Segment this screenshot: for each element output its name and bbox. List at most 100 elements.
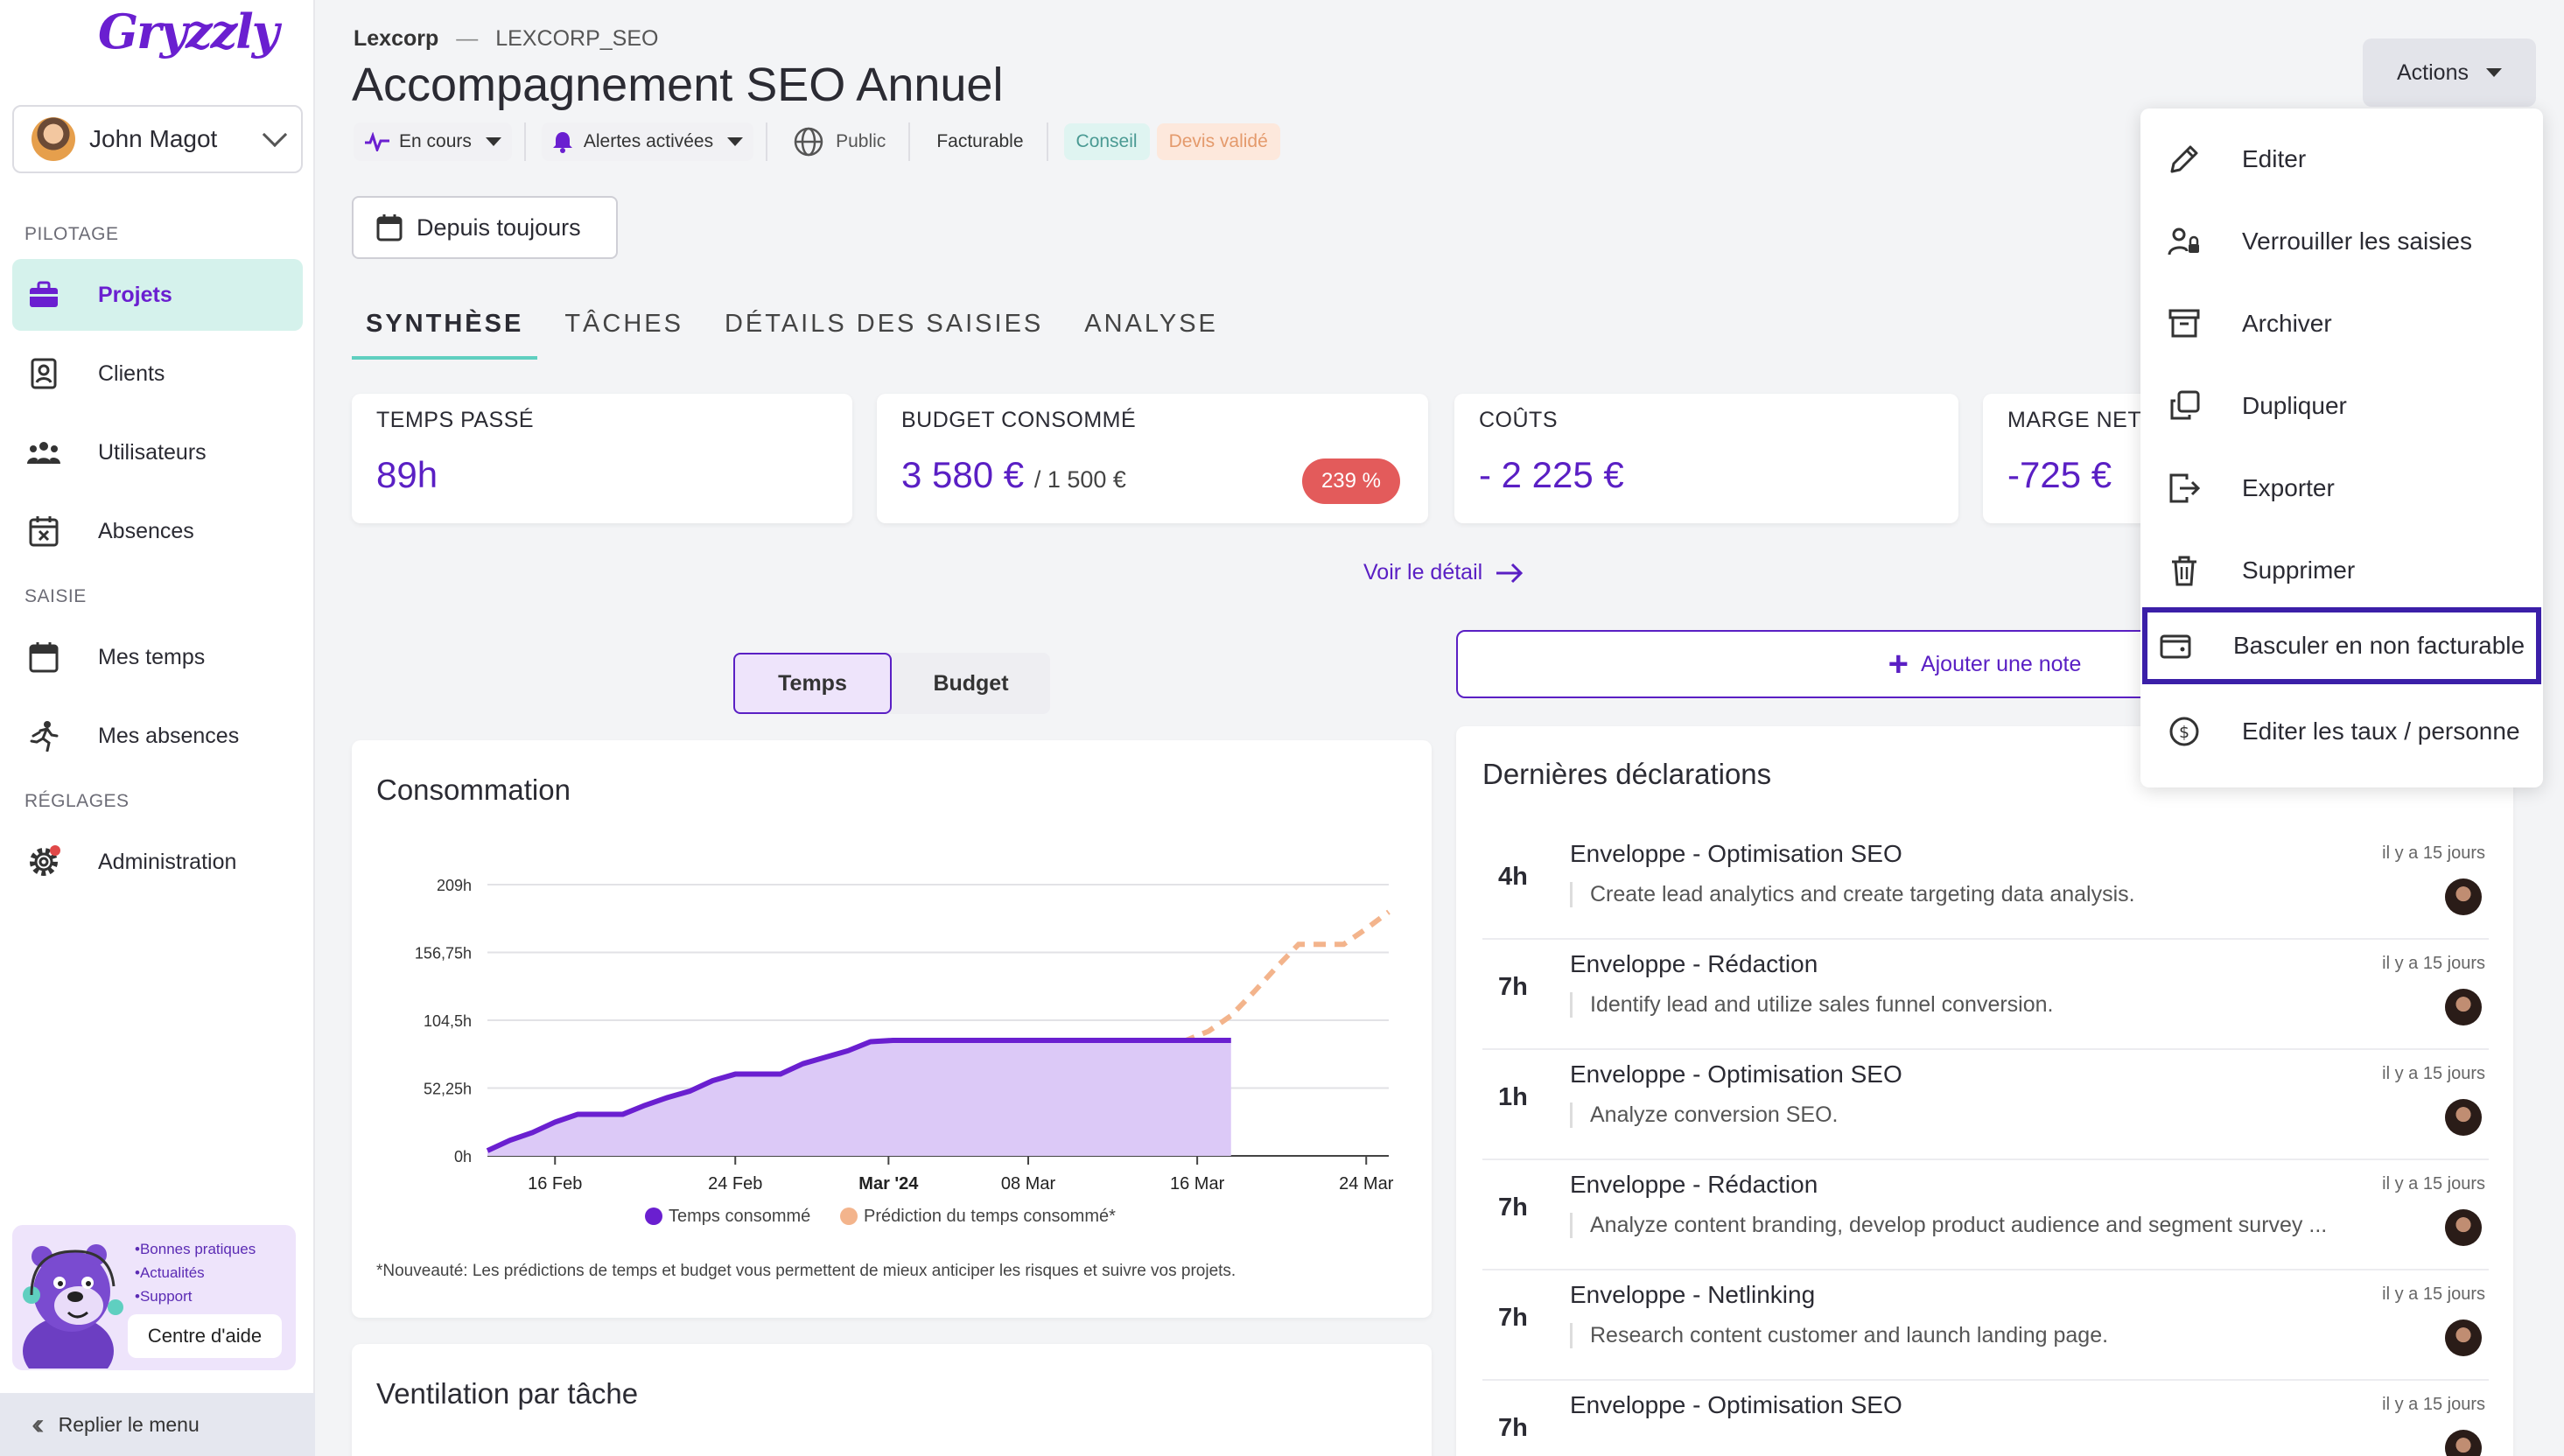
billing-chip[interactable]: Facturable (926, 122, 1033, 161)
help-center-button[interactable]: Centre d'aide (128, 1314, 282, 1358)
declaration-description: Research content customer and launch lan… (1570, 1323, 2108, 1348)
declaration-row[interactable]: 4h Enveloppe - Optimisation SEO Create lea… (1482, 830, 2489, 940)
y-tick-label: 209h (437, 877, 472, 894)
ventilation-title: Ventilation par tâche (376, 1377, 639, 1410)
declaration-time: il y a 15 jours (2382, 844, 2485, 863)
declaration-description: Analyze content branding, develop produc… (1570, 1213, 2327, 1238)
status-dropdown[interactable]: En cours (354, 122, 512, 161)
mascot-bear-icon (23, 1244, 123, 1368)
menu-item-label: Archiver (2242, 310, 2332, 337)
dollar-circle-icon: $ (2167, 714, 2202, 749)
tab-details-saisies[interactable]: DÉTAILS DES SAISIES (724, 310, 1044, 338)
toggle-budget[interactable]: Budget (933, 670, 1009, 696)
menu-item-dupliquer[interactable]: Dupliquer (2149, 368, 2534, 444)
budget-percent-badge: 239 % (1301, 458, 1400, 504)
arrow-right-icon (1496, 563, 1524, 583)
declaration-row[interactable]: 1h Enveloppe - Optimisation SEO Analyze co… (1482, 1050, 2489, 1160)
visibility-chip[interactable]: Public (783, 122, 896, 161)
kpi-value-row: 3 580 € / 1 500 € (901, 454, 1404, 496)
x-tick-label: 16 Mar (1170, 1174, 1225, 1194)
declaration-hours: 7h (1498, 1304, 1528, 1332)
declaration-time: il y a 15 jours (2382, 1284, 2485, 1304)
menu-item-label: Editer (2242, 145, 2307, 172)
chevron-down-icon (262, 122, 288, 148)
declaration-hours: 1h (1498, 1083, 1528, 1111)
declaration-description: Create lead analytics and create targeti… (1570, 882, 2135, 907)
kpi-total: / 1 500 € (1033, 466, 1126, 493)
pencil-icon (2167, 142, 2202, 177)
date-filter-label: Depuis toujours (417, 214, 581, 241)
date-filter-button[interactable]: Depuis toujours (352, 196, 618, 259)
user-name: John Magot (89, 125, 218, 152)
declaration-row[interactable]: 7h Enveloppe - Rédaction Analyze content b… (1482, 1160, 2489, 1270)
chart-footnote: *Nouveauté: Les prédictions de temps et … (376, 1262, 1236, 1280)
declaration-hours: 7h (1498, 973, 1528, 1001)
user-selector[interactable]: John Magot (12, 105, 303, 173)
declaration-row[interactable]: 7h Enveloppe - Optimisation SEO il y a 15 … (1482, 1381, 2489, 1456)
x-tick-label: 24 Mar (1339, 1174, 1394, 1194)
billing-label: Facturable (936, 131, 1024, 151)
breadcrumb: Lexcorp — LEXCORP_SEO (354, 26, 658, 52)
x-tick-label: 24 Feb (708, 1174, 762, 1194)
menu-item-label: Dupliquer (2242, 392, 2347, 419)
alerts-dropdown[interactable]: Alertes activées (541, 122, 754, 161)
sidebar-item-utilisateurs[interactable]: Utilisateurs (12, 416, 303, 488)
running-person-icon (26, 718, 61, 753)
tab-taches[interactable]: TÂCHES (564, 310, 683, 338)
declaration-task: Enveloppe - Rédaction (1570, 950, 1818, 977)
declaration-time: il y a 15 jours (2382, 954, 2485, 973)
kpi-label: BUDGET CONSOMMÉ (901, 408, 1137, 432)
caret-down-icon (727, 137, 744, 146)
sidebar-item-label: Absences (98, 518, 194, 543)
section-label-reglages: RÉGLAGES (25, 791, 130, 811)
breadcrumb-client[interactable]: Lexcorp (354, 26, 439, 51)
divider (1046, 122, 1048, 161)
menu-item-editer-taux[interactable]: $ Editer les taux / personne (2149, 693, 2534, 770)
sidebar-item-label: Clients (98, 360, 165, 386)
kpi-label: MARGE NET (2007, 408, 2142, 432)
kpi-costs-card: COÛTS - 2 225 € (1454, 394, 1958, 523)
declaration-row[interactable]: 7h Enveloppe - Rédaction Identify lead and… (1482, 940, 2489, 1050)
avatar (2445, 1430, 2482, 1456)
activity-icon (365, 132, 389, 151)
y-tick-label: 156,75h (415, 945, 472, 962)
tab-analyse[interactable]: ANALYSE (1084, 310, 1218, 338)
actions-label: Actions (2397, 60, 2469, 85)
alerts-label: Alertes activées (583, 131, 714, 151)
menu-item-editer[interactable]: Editer (2149, 121, 2534, 198)
archive-icon (2167, 306, 2202, 341)
declaration-row[interactable]: 7h Enveloppe - Netlinking Research content… (1482, 1270, 2489, 1381)
globe-icon (794, 127, 823, 157)
avatar (2445, 1209, 2482, 1246)
consumption-title: Consommation (376, 774, 571, 806)
actions-button[interactable]: Actions (2363, 38, 2536, 107)
sidebar-item-mes-absences[interactable]: Mes absences (12, 700, 303, 772)
sidebar-item-mes-temps[interactable]: Mes temps (12, 621, 303, 693)
menu-item-supprimer[interactable]: Supprimer (2149, 532, 2534, 609)
legend-label-prediction: Prédiction du temps consommé* (864, 1207, 1116, 1226)
collapse-menu-button[interactable]: ‹‹ Replier le menu (0, 1393, 315, 1456)
menu-item-basculer-non-facturable[interactable]: Basculer en non facturable (2142, 607, 2541, 684)
help-link-best-practices[interactable]: •Bonnes pratiques (135, 1241, 256, 1257)
legend-label-consumed: Temps consommé (669, 1207, 810, 1226)
menu-item-verrouiller[interactable]: Verrouiller les saisies (2149, 203, 2534, 280)
sidebar-item-absences[interactable]: Absences (12, 495, 303, 567)
sidebar-item-administration[interactable]: Administration (12, 826, 303, 898)
legend-dot-consumed (645, 1208, 662, 1225)
sidebar-item-projets[interactable]: Projets (12, 259, 303, 331)
sidebar-item-clients[interactable]: Clients (12, 338, 303, 410)
help-link-news[interactable]: •Actualités (135, 1264, 205, 1281)
tab-synthese[interactable]: SYNTHÈSE (352, 298, 538, 360)
app-logo[interactable]: Gryzzly (98, 4, 279, 60)
declarations-card: Dernières déclarations 4h Enveloppe - Opt… (1456, 726, 2513, 1456)
toggle-temps[interactable]: Temps (733, 653, 892, 714)
x-tick-label: 16 Feb (528, 1174, 582, 1194)
menu-item-exporter[interactable]: Exporter (2149, 450, 2534, 527)
help-link-support[interactable]: •Support (135, 1288, 193, 1305)
calendar-x-icon (26, 514, 61, 549)
menu-item-archiver[interactable]: Archiver (2149, 285, 2534, 362)
user-lock-icon (2167, 224, 2202, 259)
status-label: En cours (399, 131, 472, 151)
project-chips: En cours Alertes activées Public Factura… (354, 121, 1287, 163)
see-detail-link[interactable]: Voir le détail (1363, 560, 1524, 585)
